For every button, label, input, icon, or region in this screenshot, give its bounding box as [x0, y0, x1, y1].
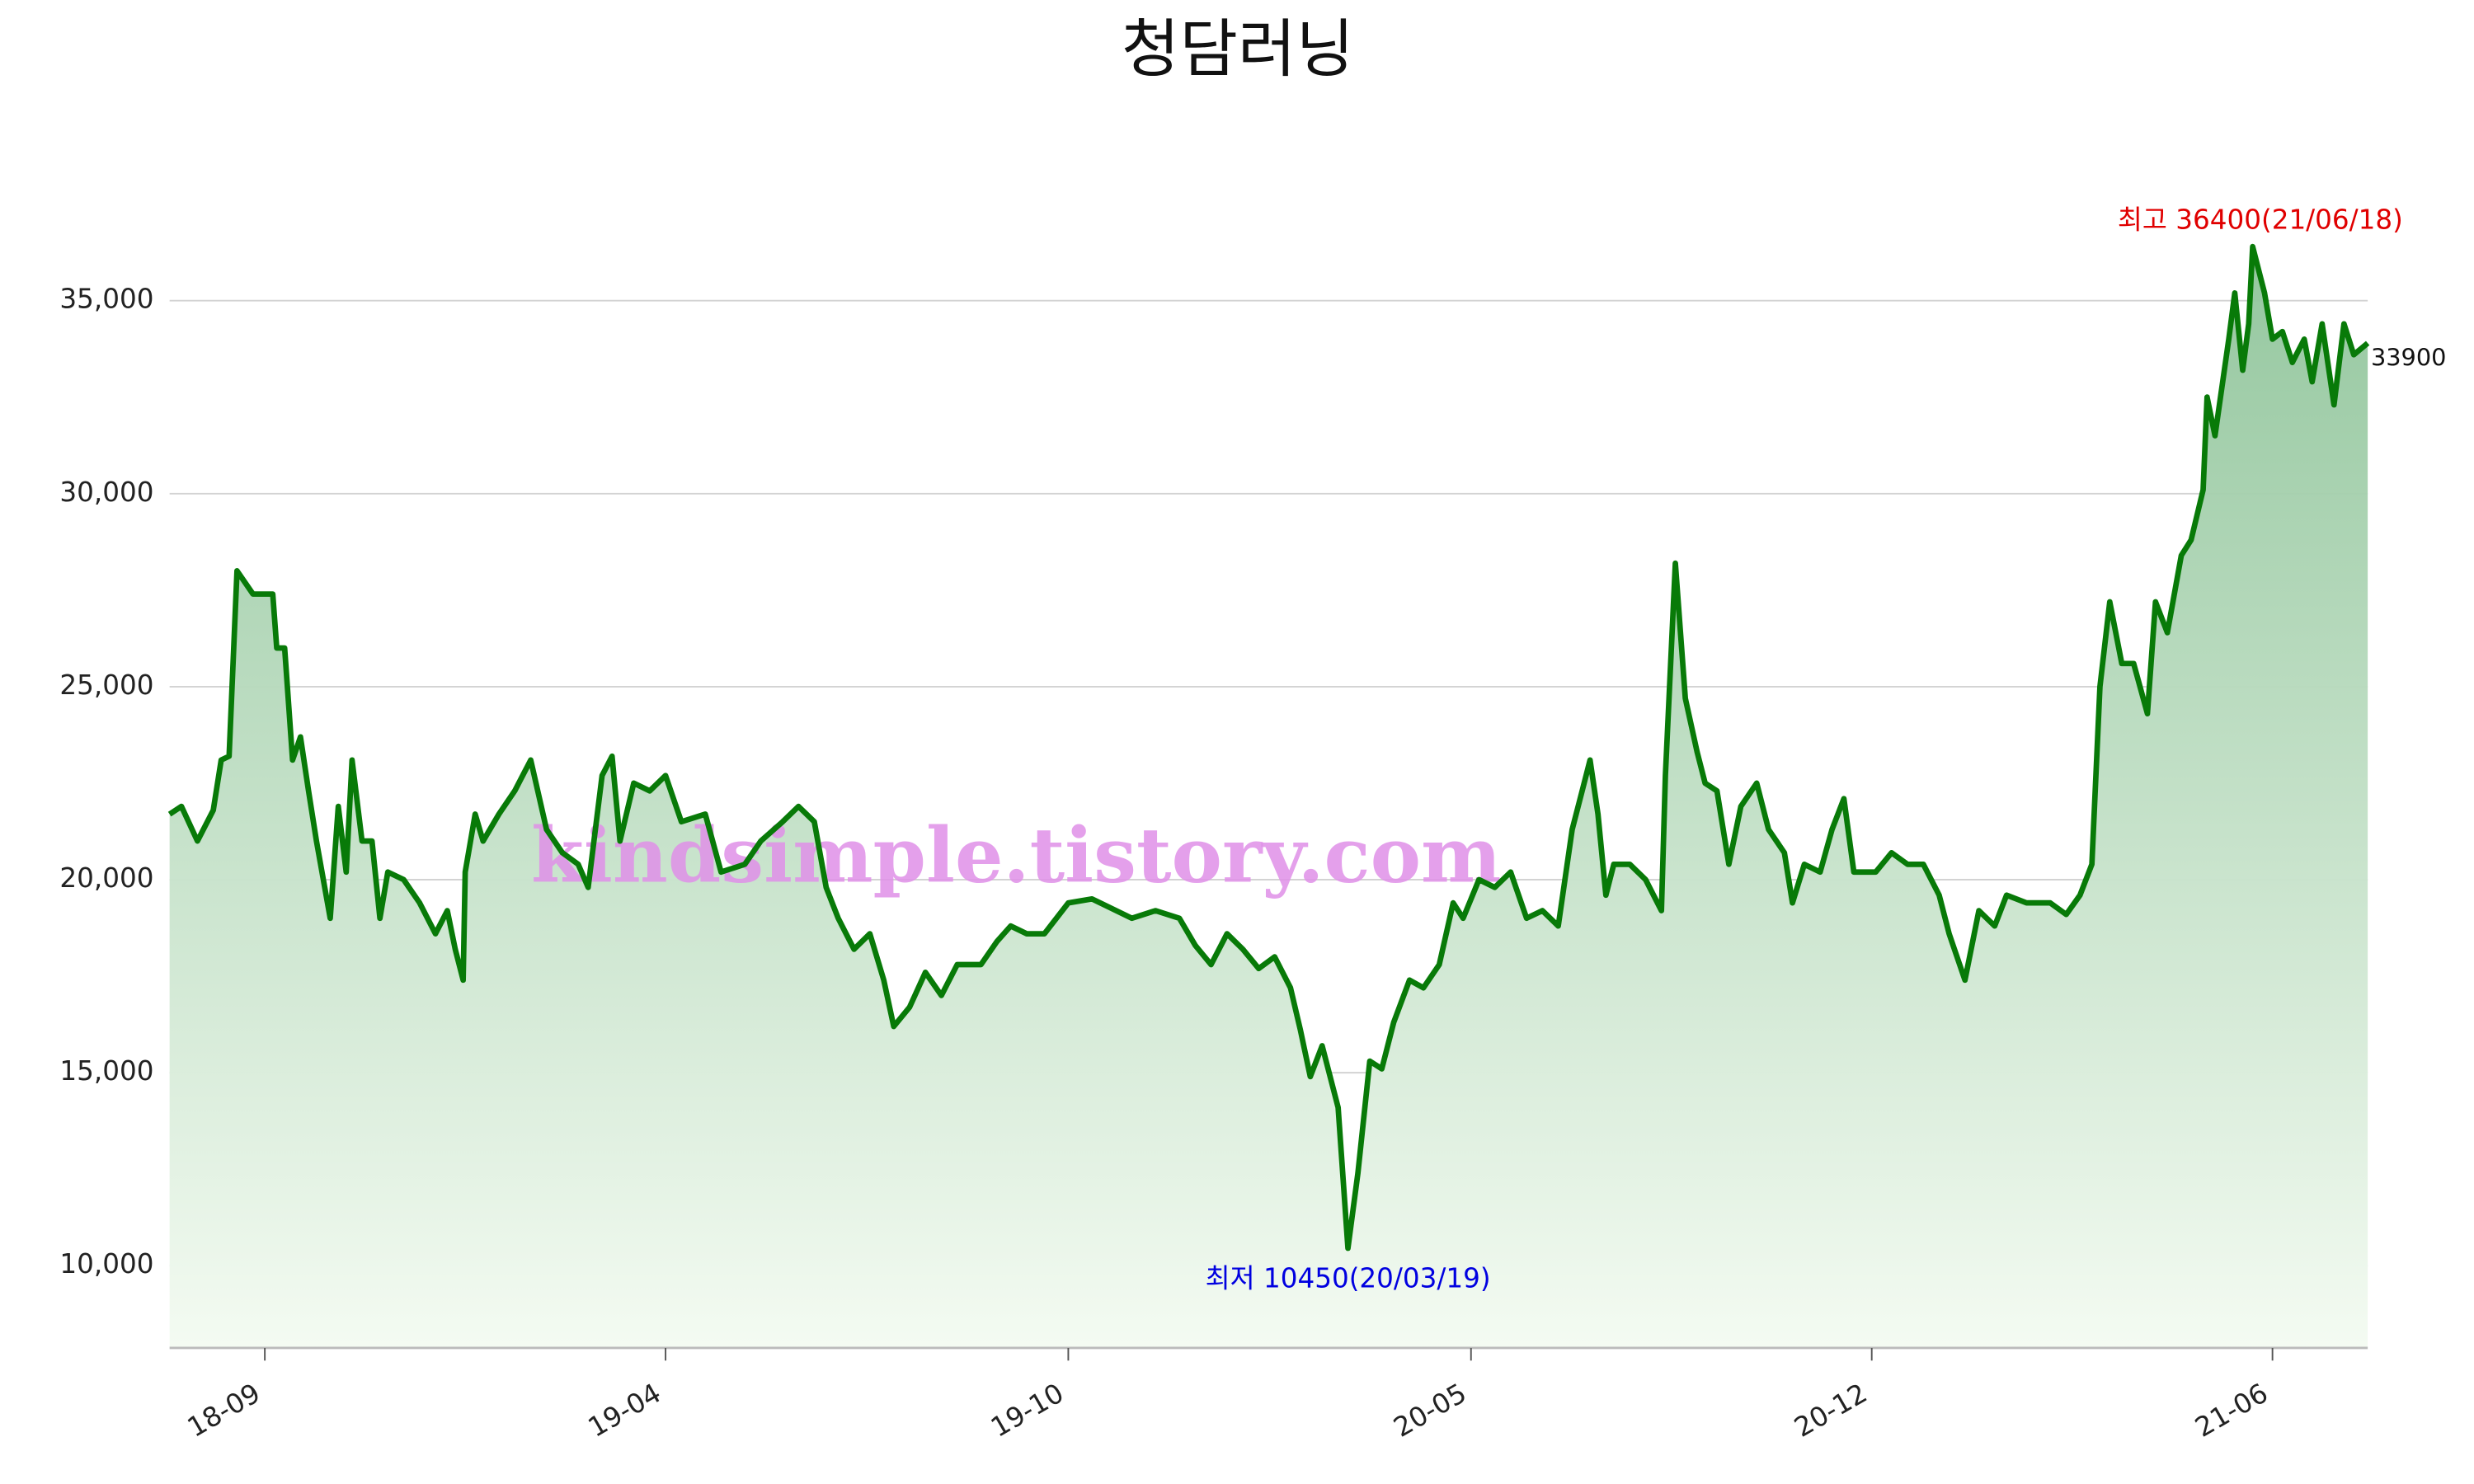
x-tick-label: 18-09 — [182, 1378, 266, 1444]
y-tick-label: 35,000 — [59, 284, 153, 315]
last-value-label: 33900 — [2371, 343, 2447, 371]
x-tick-label: 21-06 — [2189, 1378, 2273, 1444]
y-tick-label: 20,000 — [59, 862, 153, 894]
x-tick-label: 19-04 — [583, 1378, 666, 1444]
y-tick-label: 15,000 — [59, 1055, 153, 1087]
x-tick-label: 20-05 — [1389, 1378, 1472, 1444]
y-tick-label: 10,000 — [59, 1248, 153, 1280]
chart-title: 청담러닝 — [1122, 13, 1354, 87]
price-line — [167, 243, 2370, 1252]
watermark: kindsimple.tistory.com — [531, 811, 1501, 900]
area — [169, 247, 2368, 1348]
x-tick-label: 20-12 — [1789, 1378, 1872, 1444]
max-annotation: 최고 36400(21/06/18) — [2118, 204, 2403, 235]
min-annotation: 최저 10450(20/03/19) — [1206, 1263, 1491, 1294]
x-tick-label: 19-10 — [985, 1378, 1069, 1444]
y-tick-label: 25,000 — [59, 669, 153, 701]
y-tick-label: 30,000 — [59, 477, 153, 508]
